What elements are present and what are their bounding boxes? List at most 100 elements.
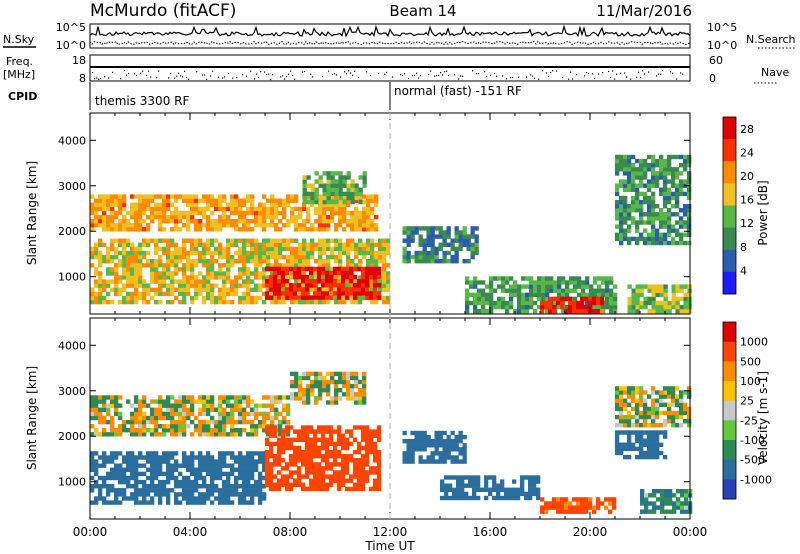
power-cell (497, 296, 502, 302)
power-cell (274, 206, 279, 212)
velocity-cell (146, 484, 151, 489)
velocity-cell (281, 429, 286, 434)
velocity-cell (337, 437, 342, 442)
velocity-cell (170, 432, 175, 437)
power-cell (470, 230, 475, 235)
power-cell (254, 299, 259, 305)
power-cell (138, 219, 143, 224)
velocity-cell (198, 467, 203, 472)
velocity-cell (434, 443, 439, 448)
velocity-cell (286, 403, 291, 408)
velocity-cell (158, 471, 163, 477)
velocity-cell (174, 407, 179, 412)
velocity-cell (596, 501, 601, 506)
power-cell (338, 199, 343, 205)
nave-point (260, 71, 262, 73)
velocity-cell (266, 432, 271, 437)
velocity-cell (672, 501, 677, 506)
power-cell (301, 295, 306, 300)
power-cell (446, 242, 451, 247)
power-cell (306, 259, 311, 264)
power-cell (382, 263, 387, 268)
power-cell (170, 279, 175, 284)
power-cell (138, 250, 143, 256)
velocity-cell (289, 462, 294, 467)
power-cell (106, 279, 111, 284)
power-cell (529, 300, 534, 306)
velocity-cell (361, 466, 366, 471)
velocity-cell (321, 466, 326, 471)
power-cell (627, 154, 632, 160)
power-cell (651, 183, 656, 188)
power-cell (410, 254, 415, 260)
velocity-cell (162, 415, 167, 421)
velocity-cell (281, 449, 286, 455)
velocity-cell (246, 479, 251, 485)
velocity-cell (373, 445, 378, 451)
velocity-cell (663, 394, 668, 399)
velocity-cell (158, 459, 163, 464)
velocity-cell (90, 500, 95, 505)
nave-point (400, 74, 402, 76)
power-cell (481, 300, 486, 306)
velocity-cell (619, 446, 624, 452)
velocity-cell (680, 501, 685, 506)
velocity-cell (651, 406, 656, 412)
velocity-cell (440, 483, 445, 488)
velocity-cell (679, 402, 684, 407)
velocity-cell (326, 371, 331, 377)
velocity-cell (357, 482, 362, 487)
power-cell (671, 288, 676, 293)
power-cell (322, 219, 327, 224)
power-cell (337, 266, 342, 272)
power-cell (98, 242, 103, 247)
velocity-cell (262, 411, 267, 417)
velocity-cell (647, 454, 652, 460)
power-cell (529, 296, 534, 302)
power-cell (683, 309, 688, 314)
velocity-cell (130, 424, 135, 429)
power-cell (190, 263, 195, 268)
power-cell (623, 199, 628, 205)
velocity-cell (353, 466, 358, 471)
power-cell (110, 214, 115, 220)
velocity-cell (468, 479, 473, 484)
velocity-cell (635, 454, 640, 460)
power-cell (588, 300, 593, 306)
power-cell (675, 187, 680, 192)
power-cell (106, 227, 111, 232)
power-cell (552, 296, 557, 302)
power-cell (639, 284, 644, 289)
power-cell (687, 204, 692, 209)
velocity-cell (317, 482, 322, 487)
power-cell (639, 300, 644, 306)
velocity-cell (600, 501, 605, 506)
power-cell (357, 279, 362, 284)
power-cell (190, 246, 195, 252)
power-cell (450, 242, 455, 247)
nave-point (494, 72, 496, 75)
velocity-cell (330, 379, 335, 385)
power-cell (361, 283, 366, 288)
velocity-cell (226, 488, 231, 493)
velocity-cell (456, 475, 461, 480)
velocity-cell (671, 398, 676, 403)
power-cell (126, 242, 131, 247)
velocity-cell (118, 424, 123, 429)
power-cell (501, 300, 506, 306)
power-cell (146, 259, 151, 264)
velocity-cell (285, 429, 290, 434)
velocity-cell (330, 400, 335, 405)
power-cell (254, 283, 259, 288)
velocity-cell (318, 371, 323, 377)
velocity-cell (146, 451, 151, 456)
power-cell (274, 214, 279, 220)
velocity-cell (206, 463, 211, 468)
velocity-cell (341, 458, 346, 463)
power-cell (619, 216, 624, 221)
velocity-cell (190, 463, 195, 468)
power-cell (178, 210, 183, 216)
velocity-cell (496, 491, 501, 497)
power-cell (294, 214, 299, 220)
velocity-cell (647, 406, 652, 412)
